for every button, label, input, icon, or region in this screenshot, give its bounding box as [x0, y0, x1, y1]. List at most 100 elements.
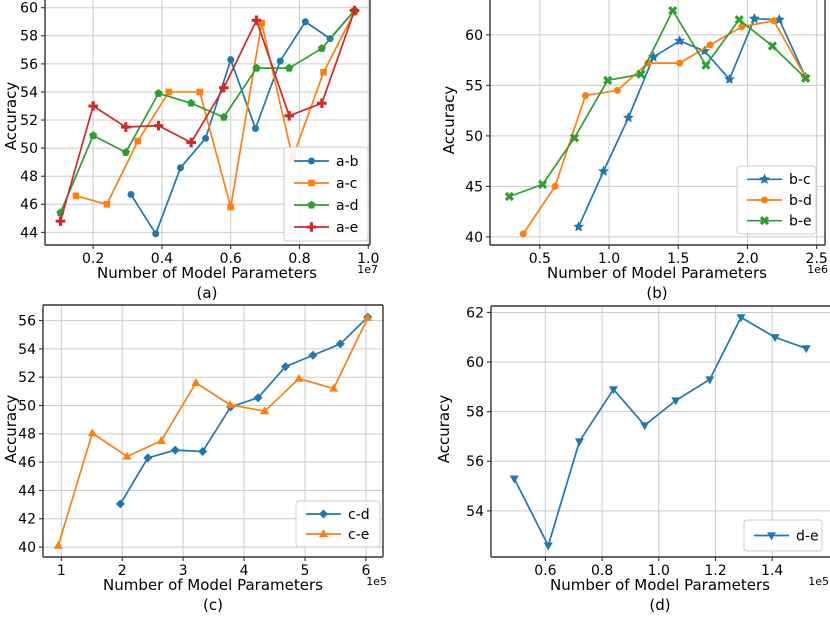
y-tick-label: 50 — [18, 398, 36, 414]
series-line — [59, 9, 356, 214]
series-line — [513, 316, 807, 547]
ylabel-d: Accuracy — [434, 394, 453, 464]
caption-a: (a) — [196, 284, 218, 302]
data-point-marker — [186, 137, 196, 148]
legend-b: b-c b-d b-e — [736, 165, 817, 235]
data-point-marker — [509, 475, 519, 484]
series-b-d — [519, 17, 810, 238]
series-a-d — [56, 6, 359, 217]
data-point-marker — [761, 196, 768, 204]
data-point-marker — [538, 179, 548, 189]
data-point-marker — [608, 386, 618, 395]
y-tick-label: 50 — [465, 129, 483, 145]
data-point-marker — [759, 173, 770, 184]
data-point-marker — [613, 86, 621, 94]
data-point-marker — [55, 216, 66, 226]
tick-labels: 0.5 1.0 1.5 2.0 2.5 40 45 50 55 60 — [465, 28, 828, 267]
data-point-marker — [307, 200, 316, 209]
data-point-marker — [767, 41, 777, 51]
caption-b: (b) — [646, 284, 668, 302]
data-point-marker — [801, 73, 811, 83]
data-point-marker — [227, 203, 235, 211]
y-tick-label: 44 — [20, 225, 38, 241]
x-tick-label: 0.6 — [220, 251, 242, 267]
data-point-marker — [706, 41, 714, 49]
data-point-marker — [121, 148, 130, 156]
data-point-marker — [349, 5, 360, 16]
y-tick-label: 52 — [20, 113, 38, 129]
series-b-e — [504, 6, 811, 202]
data-point-marker — [154, 89, 163, 97]
x-tick-label: 5 — [301, 563, 310, 579]
x-tick-label: 0.4 — [151, 251, 173, 267]
data-point-marker — [551, 182, 559, 190]
data-point-marker — [363, 312, 373, 321]
data-point-marker — [582, 91, 590, 99]
data-point-marker — [143, 453, 153, 463]
y-tick-label: 60 — [466, 355, 484, 371]
ticks — [41, 7, 369, 249]
xlabel-c: Number of Model Parameters — [103, 576, 323, 594]
y-tick-label: 54 — [18, 342, 36, 358]
series-line — [509, 9, 807, 198]
data-point-marker — [738, 23, 746, 31]
x-tick-label: 1.4 — [761, 563, 783, 579]
series-line — [522, 19, 807, 235]
y-tick-label: 42 — [18, 512, 36, 528]
ticks — [39, 320, 367, 561]
data-point-marker — [759, 216, 770, 226]
x-tick-label: 1.0 — [357, 251, 379, 267]
xlabel-a: Number of Model Parameters — [97, 264, 317, 282]
data-point-marker — [260, 406, 270, 415]
data-point-marker — [251, 124, 259, 132]
data-point-marker — [127, 190, 135, 198]
xlabel-d: Number of Model Parameters — [550, 576, 770, 594]
y-tick-label: 52 — [18, 370, 36, 386]
series-d-e — [509, 314, 811, 551]
data-point-marker — [165, 88, 173, 96]
gridlines — [491, 306, 830, 557]
data-point-marker — [770, 17, 778, 25]
data-point-marker — [676, 59, 684, 67]
data-point-marker — [543, 542, 553, 551]
x-tick-label: 0.8 — [288, 251, 310, 267]
data-point-marker — [598, 165, 609, 176]
data-point-marker — [636, 69, 646, 79]
data-point-marker — [603, 75, 613, 85]
x-tick-label: 4 — [240, 563, 249, 579]
data-point-marker — [187, 98, 196, 107]
data-point-marker — [647, 51, 659, 62]
data-point-marker — [134, 137, 142, 145]
legend-a: a-b a-c a-d a-e — [283, 146, 369, 242]
offset-text-a: 1e7 — [357, 263, 378, 276]
data-point-marker — [701, 60, 711, 70]
legend-label-a-c: a-c — [336, 176, 357, 192]
y-tick-label: 56 — [20, 57, 38, 73]
offset-text-b: 1e6 — [807, 263, 828, 276]
data-point-marker — [251, 15, 262, 26]
data-point-marker — [103, 200, 111, 208]
data-point-marker — [319, 529, 328, 538]
data-point-marker — [170, 445, 180, 455]
legend-label-b-d: b-d — [789, 193, 812, 209]
data-point-marker — [87, 428, 97, 437]
data-point-marker — [227, 56, 235, 64]
ticks — [486, 34, 818, 249]
gridlines — [45, 0, 370, 245]
data-point-marker — [72, 192, 80, 200]
x-tick-label: 2 — [118, 563, 127, 579]
legend-box — [283, 146, 369, 242]
caption-d: (d) — [649, 596, 671, 614]
y-tick-label: 60 — [20, 1, 38, 17]
data-point-marker — [121, 122, 131, 132]
data-point-marker — [623, 112, 634, 123]
data-point-marker — [122, 451, 132, 460]
data-point-marker — [198, 447, 208, 457]
y-tick-label: 58 — [466, 405, 484, 421]
y-tick-label: 58 — [20, 29, 38, 45]
data-point-marker — [252, 63, 261, 72]
data-point-marker — [640, 422, 650, 431]
x-tick-label: 6 — [361, 563, 370, 579]
data-point-marker — [308, 157, 315, 165]
